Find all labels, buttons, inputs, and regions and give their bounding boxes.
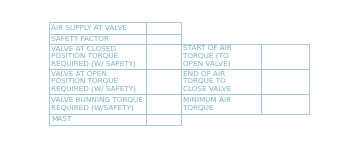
Text: END OF AIR
TORQUE TO
CLOSE VALVE: END OF AIR TORQUE TO CLOSE VALVE (183, 71, 232, 92)
Text: VALVE AT OPEN
POSITION TORQUE
REQUIRED (W/ SAFETY): VALVE AT OPEN POSITION TORQUE REQUIRED (… (51, 71, 136, 92)
Text: MINIMUM AIR
TORQUE: MINIMUM AIR TORQUE (183, 97, 231, 110)
Bar (48, 34, 146, 44)
Bar (181, 44, 261, 69)
Text: VALVE AT CLOSED
POSITION TORQUE
REQUIRED (W/ SAFETY): VALVE AT CLOSED POSITION TORQUE REQUIRED… (51, 46, 136, 67)
Bar (48, 69, 146, 94)
Text: SAFETY FACTOR: SAFETY FACTOR (51, 36, 109, 42)
Text: VALVE RUNNING TORQUE
REQUIRED (W/SAFETY): VALVE RUNNING TORQUE REQUIRED (W/SAFETY) (51, 97, 143, 111)
Bar (146, 44, 181, 69)
Text: AIR SUPPLY AT VALVE: AIR SUPPLY AT VALVE (51, 25, 127, 31)
Bar (261, 44, 309, 69)
Text: MAST: MAST (51, 116, 71, 122)
Bar (146, 69, 181, 94)
Bar (146, 34, 181, 44)
Bar (181, 94, 261, 114)
Bar (261, 94, 309, 114)
Text: START OF AIR
TORQUE (TO
OPEN VALVE): START OF AIR TORQUE (TO OPEN VALVE) (183, 45, 232, 67)
Bar (146, 22, 181, 34)
Bar (146, 114, 181, 125)
Bar (48, 44, 146, 69)
Bar (181, 69, 261, 94)
Bar (146, 94, 181, 114)
Bar (48, 114, 146, 125)
Bar (48, 94, 146, 114)
Bar (48, 22, 146, 34)
Bar (261, 69, 309, 94)
